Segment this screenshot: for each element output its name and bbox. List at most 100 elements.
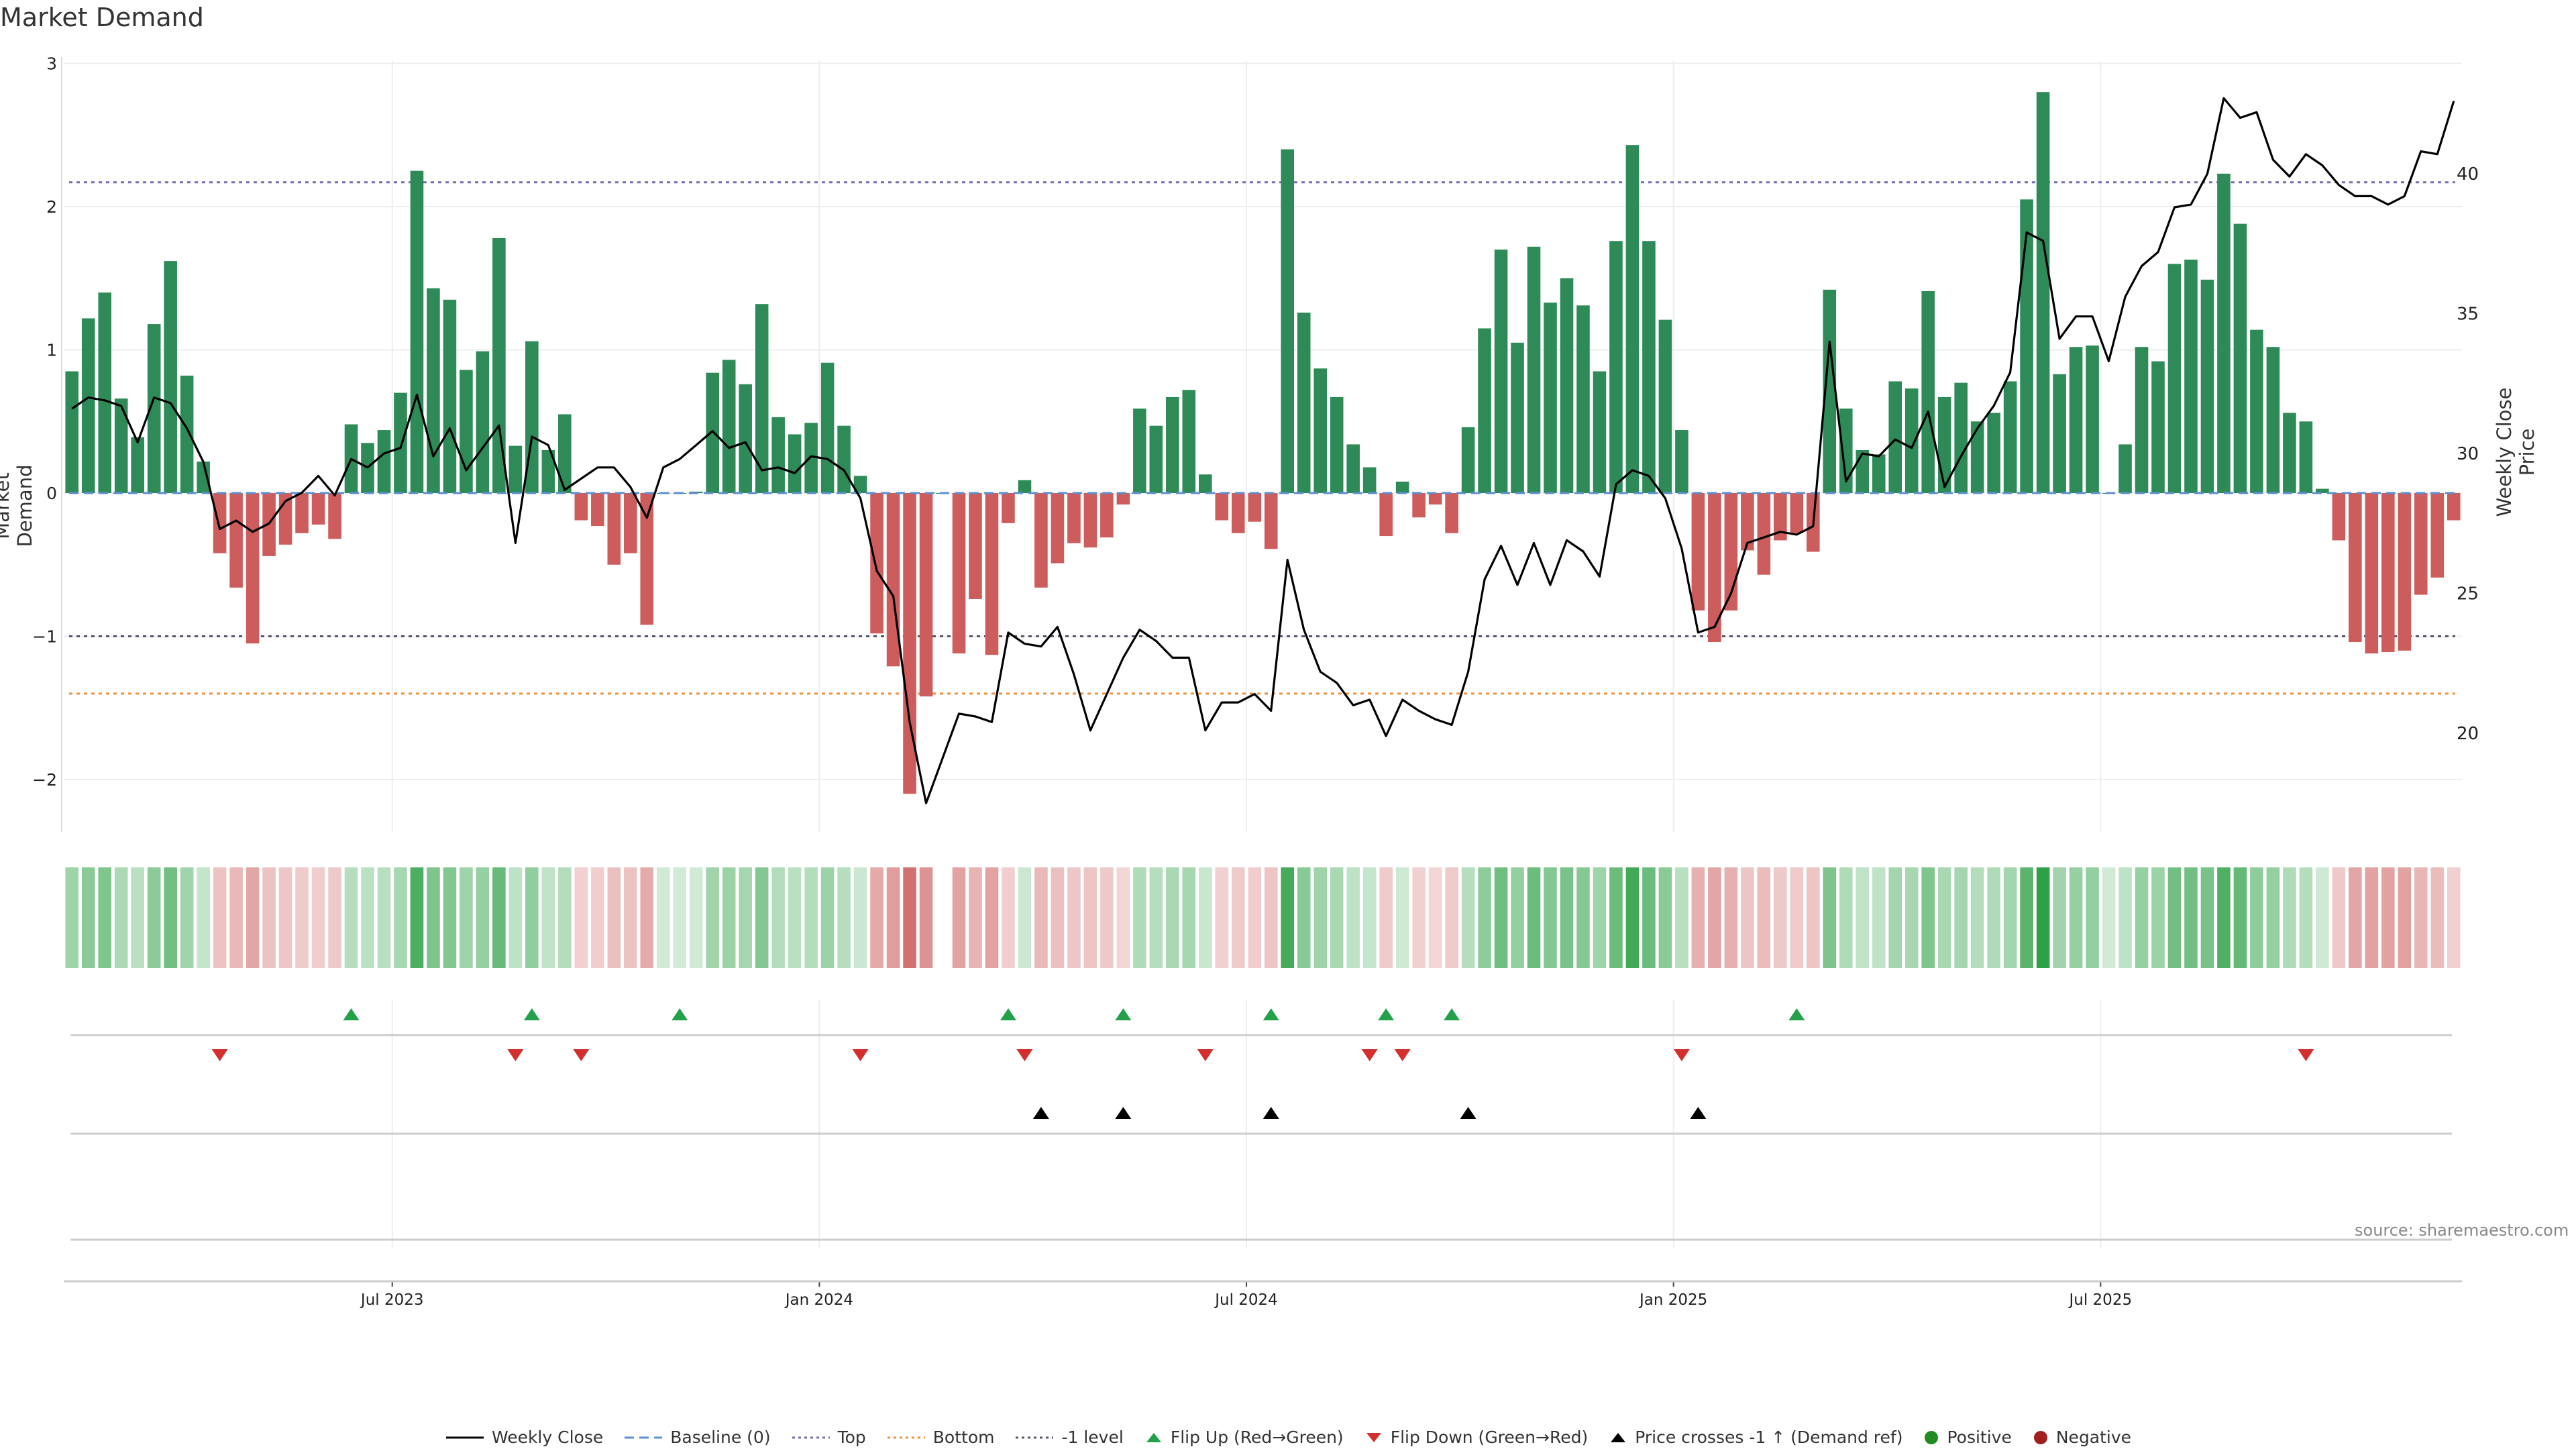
legend-flip-up: Flip Up (Red→Green) [1144, 1428, 1344, 1447]
demand-bar [1658, 319, 1672, 493]
demand-bar [558, 414, 572, 493]
heat-cell [1149, 867, 1163, 968]
flip-down-marker [211, 1049, 228, 1061]
demand-bar [2003, 381, 2017, 493]
heat-cell [1445, 867, 1458, 968]
heat-cell [1182, 867, 1196, 968]
demand-bar [1182, 390, 1196, 493]
legend-label: Weekly Close [491, 1428, 604, 1447]
demand-bar [311, 493, 325, 525]
demand-bar [2430, 493, 2445, 578]
heat-cell [739, 867, 752, 968]
demand-bar [1346, 444, 1360, 493]
demand-bar [229, 493, 243, 588]
heat-cell [1346, 867, 1360, 968]
heat-cell [2036, 867, 2050, 968]
demand-bar [837, 425, 851, 493]
heat-cell [985, 867, 999, 968]
legend-positive: Positive [1923, 1428, 2012, 1447]
heat-cell [1987, 867, 2000, 968]
demand-bar [2316, 488, 2329, 493]
heat-cell [1395, 867, 1409, 968]
demand-bar [1083, 493, 1097, 548]
heat-cell [2430, 867, 2445, 968]
legend-baseline: Baseline (0) [623, 1428, 771, 1447]
demand-bar [1625, 145, 1640, 493]
heat-cell [1872, 867, 1886, 968]
heat-cell [2102, 867, 2116, 968]
heat-cell [969, 867, 982, 968]
heat-cell [2266, 867, 2280, 968]
heat-cell [2381, 867, 2395, 968]
demand-bar [2135, 347, 2149, 493]
legend-label: Top [837, 1428, 866, 1447]
demand-bar [1888, 381, 1902, 493]
y2-tick-label: 20 [2457, 724, 2479, 744]
flip-down-marker [2298, 1049, 2314, 1061]
x-tick-label: Jan 2024 [784, 1291, 853, 1309]
legend-bottom: Bottom [886, 1428, 994, 1447]
heat-cell [476, 867, 490, 968]
legend-minus-one: -1 level [1014, 1428, 1124, 1447]
demand-bar [870, 493, 883, 634]
heat-cell [98, 867, 112, 968]
heat-cell [1248, 867, 1262, 968]
demand-bar [788, 434, 802, 493]
demand-bar [2283, 413, 2296, 493]
heat-cell [1921, 867, 1935, 968]
demand-bar [2266, 347, 2280, 493]
demand-bar [574, 493, 588, 521]
demand-bar [2167, 264, 2182, 493]
heat-cell [2020, 867, 2033, 968]
x-tick-label: Jul 2024 [1214, 1291, 1278, 1309]
heat-cell [1691, 867, 1705, 968]
heat-cell [508, 867, 523, 968]
heat-cell [1100, 867, 1114, 968]
heat-cell [788, 867, 802, 968]
legend-negative: Negative [2032, 1428, 2131, 1447]
price-cross-marker [1115, 1107, 1132, 1119]
heat-cell [229, 867, 243, 968]
demand-bar [2299, 421, 2313, 493]
demand-bar [131, 437, 144, 493]
demand-bar [1560, 278, 1574, 493]
demand-bar [755, 304, 769, 493]
heat-cell [2003, 867, 2017, 968]
heat-cell [2283, 867, 2296, 968]
heat-cell [311, 867, 325, 968]
heat-cell [1675, 867, 1688, 968]
y2-tick-label: 25 [2457, 584, 2479, 604]
heat-cell [1904, 867, 1919, 968]
demand-bar [328, 493, 341, 539]
flip-down-marker [1673, 1049, 1690, 1061]
x-tick-label: Jul 2023 [360, 1291, 424, 1309]
demand-bar [969, 493, 982, 599]
demand-bar [2414, 493, 2428, 595]
heat-cell [1002, 867, 1015, 968]
heat-cell [755, 867, 769, 968]
demand-bar [1313, 368, 1327, 493]
demand-bar [2365, 493, 2379, 654]
heat-cell [804, 867, 818, 968]
heat-cell [1609, 867, 1623, 968]
flip-up-marker [1378, 1008, 1395, 1020]
heat-cell [2086, 867, 2099, 968]
heat-cell [377, 867, 391, 968]
flip-up-marker [672, 1008, 688, 1020]
heat-cell [2250, 867, 2263, 968]
demand-bar [1856, 449, 1870, 493]
heat-cell [1544, 867, 1557, 968]
demand-bar [246, 493, 260, 644]
heat-cell [525, 867, 539, 968]
heat-cell [1461, 867, 1475, 968]
heat-cell [1724, 867, 1738, 968]
demand-bar [919, 493, 933, 697]
heat-cell [1494, 867, 1508, 968]
demand-bar [591, 493, 604, 527]
demand-bar [1708, 493, 1721, 643]
heat-cell [410, 867, 424, 968]
heat-cell [2299, 867, 2313, 968]
demand-bar [985, 493, 999, 655]
heat-cell [853, 867, 867, 968]
heat-cell [1839, 867, 1853, 968]
